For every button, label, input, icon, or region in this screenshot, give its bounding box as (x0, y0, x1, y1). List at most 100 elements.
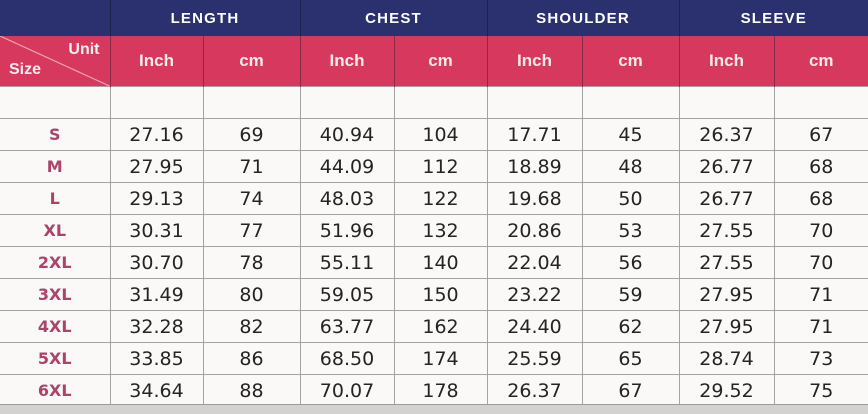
unit-label: Unit (68, 41, 100, 58)
diagonal-divider (0, 36, 110, 86)
value-cell: 26.37 (486, 374, 583, 407)
value-cell: 26.77 (678, 150, 775, 183)
value-cell: 29.13 (109, 182, 204, 215)
unit-header: Inch (299, 36, 394, 87)
value-cell: 50 (581, 182, 680, 215)
value-cell: 27.55 (678, 246, 775, 279)
column-group-chest: CHEST (299, 0, 487, 36)
table-row: 2XL 30.70 78 55.11 140 22.04 56 27.55 70 (0, 246, 868, 279)
value-cell: 70.07 (299, 374, 395, 407)
value-cell: 27.55 (678, 214, 775, 247)
size-cell: 3XL (0, 278, 111, 311)
value-cell: 34.64 (109, 374, 204, 407)
value-cell: 22.04 (486, 246, 583, 279)
value-cell: 62 (581, 310, 680, 343)
unit-header: cm (581, 36, 679, 87)
value-cell: 122 (393, 182, 488, 215)
empty-cell (486, 86, 583, 119)
value-cell: 17.71 (486, 118, 583, 151)
unit-header: Inch (486, 36, 582, 87)
value-cell: 69 (202, 118, 301, 151)
empty-cell (202, 86, 301, 119)
value-cell: 55.11 (299, 246, 395, 279)
table-row: 6XL 34.64 88 70.07 178 26.37 67 29.52 75 (0, 374, 868, 407)
size-label: Size (9, 61, 42, 78)
unit-header: cm (393, 36, 487, 87)
value-cell: 162 (393, 310, 488, 343)
empty-cell (109, 86, 204, 119)
unit-header-row: Unit Size Inch cm Inch cm Inch cm Inch c… (0, 36, 868, 87)
size-cell: 4XL (0, 310, 111, 343)
value-cell: 88 (202, 374, 301, 407)
table-row: L 29.13 74 48.03 122 19.68 50 26.77 68 (0, 182, 868, 215)
value-cell: 51.96 (299, 214, 395, 247)
size-cell: 6XL (0, 374, 111, 407)
value-cell: 178 (393, 374, 488, 407)
value-cell: 40.94 (299, 118, 395, 151)
value-cell: 140 (393, 246, 488, 279)
value-cell: 23.22 (486, 278, 583, 311)
value-cell: 74 (202, 182, 301, 215)
size-cell: XL (0, 214, 111, 247)
value-cell: 27.16 (109, 118, 204, 151)
table-row: XL 30.31 77 51.96 132 20.86 53 27.55 70 (0, 214, 868, 247)
table-row: M 27.95 71 44.09 112 18.89 48 26.77 68 (0, 150, 868, 183)
empty-row (0, 86, 868, 119)
value-cell: 27.95 (678, 278, 775, 311)
value-cell: 63.77 (299, 310, 395, 343)
empty-cell (678, 86, 775, 119)
value-cell: 27.95 (109, 150, 204, 183)
size-cell: 5XL (0, 342, 111, 375)
unit-header: cm (773, 36, 868, 87)
value-cell: 59 (581, 278, 680, 311)
value-cell: 53 (581, 214, 680, 247)
value-cell: 20.86 (486, 214, 583, 247)
empty-cell (773, 86, 868, 119)
value-cell: 18.89 (486, 150, 583, 183)
size-cell: S (0, 118, 111, 151)
value-cell: 82 (202, 310, 301, 343)
value-cell: 78 (202, 246, 301, 279)
value-cell: 75 (773, 374, 868, 407)
value-cell: 80 (202, 278, 301, 311)
value-cell: 71 (773, 278, 868, 311)
value-cell: 86 (202, 342, 301, 375)
value-cell: 26.77 (678, 182, 775, 215)
bottom-strip (0, 404, 868, 414)
value-cell: 70 (773, 246, 868, 279)
value-cell: 19.68 (486, 182, 583, 215)
value-cell: 67 (773, 118, 868, 151)
value-cell: 77 (202, 214, 301, 247)
value-cell: 67 (581, 374, 680, 407)
value-cell: 48.03 (299, 182, 395, 215)
value-cell: 70 (773, 214, 868, 247)
size-cell: 2XL (0, 246, 111, 279)
empty-cell (299, 86, 395, 119)
value-cell: 68.50 (299, 342, 395, 375)
value-cell: 48 (581, 150, 680, 183)
empty-cell (393, 86, 488, 119)
value-cell: 68 (773, 150, 868, 183)
value-cell: 31.49 (109, 278, 204, 311)
value-cell: 104 (393, 118, 488, 151)
value-cell: 45 (581, 118, 680, 151)
table-row: S 27.16 69 40.94 104 17.71 45 26.37 67 (0, 118, 868, 151)
value-cell: 73 (773, 342, 868, 375)
value-cell: 68 (773, 182, 868, 215)
value-cell: 28.74 (678, 342, 775, 375)
corner-navy-cell (0, 0, 110, 36)
table-row: 4XL 32.28 82 63.77 162 24.40 62 27.95 71 (0, 310, 868, 343)
corner-size-unit-cell: Unit Size (0, 36, 110, 87)
table-row: 5XL 33.85 86 68.50 174 25.59 65 28.74 73 (0, 342, 868, 375)
value-cell: 71 (773, 310, 868, 343)
value-cell: 112 (393, 150, 488, 183)
value-cell: 25.59 (486, 342, 583, 375)
value-cell: 30.70 (109, 246, 204, 279)
value-cell: 44.09 (299, 150, 395, 183)
empty-cell (581, 86, 680, 119)
value-cell: 33.85 (109, 342, 204, 375)
column-group-shoulder: SHOULDER (486, 0, 679, 36)
value-cell: 59.05 (299, 278, 395, 311)
